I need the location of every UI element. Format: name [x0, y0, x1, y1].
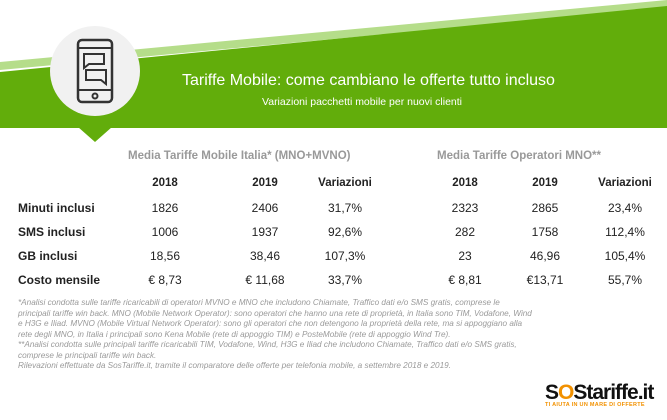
table-row: Minuti inclusi 1826 2406 31,7% 2323 2865 23,4% — [0, 201, 667, 223]
header-background — [0, 6, 667, 128]
table-cell: 18,56 — [149, 249, 181, 263]
group-header-mno: Media Tariffe Operatori MNO** — [437, 150, 602, 162]
table-cell: 105,4% — [604, 249, 646, 263]
table-cell: 2865 — [531, 201, 559, 215]
table-cell: 92,6% — [327, 225, 363, 239]
table-cell: 107,3% — [324, 249, 366, 263]
header-stripe — [0, 0, 667, 70]
column-header: 2018 — [452, 177, 478, 189]
footnote: Rilevazioni effettuate da SosTariffe.it,… — [18, 361, 451, 370]
column-header: Variazioni — [318, 177, 372, 189]
header-band — [0, 0, 667, 142]
page-subtitle: Variazioni pacchetti mobile per nuovi cl… — [262, 96, 462, 108]
column-header: 2019 — [532, 177, 558, 189]
table-cell: 1758 — [531, 225, 559, 239]
group-header-italia: Media Tariffe Mobile Italia* (MNO+MVNO) — [128, 150, 351, 162]
row-label: Costo mensile — [18, 273, 101, 287]
table-cell: € 8,73 — [148, 273, 182, 287]
table-cell: 33,7% — [327, 273, 363, 287]
header-pointer — [78, 127, 112, 142]
page-title: Tariffe Mobile: come cambiano le offerte… — [182, 72, 555, 89]
table-cell: €13,71 — [526, 273, 564, 287]
table-cell: 23,4% — [607, 201, 643, 215]
row-label: Minuti inclusi — [18, 201, 95, 215]
table-cell: 112,4% — [605, 225, 645, 239]
table-row: SMS inclusi 1006 1937 92,6% 282 1758 112,4% — [0, 225, 667, 247]
column-header: 2019 — [252, 177, 278, 189]
table-cell: 23 — [458, 249, 472, 263]
footnotes: *Analisi condotta sulle tariffe ricarica… — [18, 298, 533, 372]
table-cell: 282 — [454, 225, 476, 239]
footnote: *Analisi condotta sulle tariffe ricarica… — [18, 298, 532, 339]
table-cell: 31,7% — [327, 201, 363, 215]
table-cell: 38,46 — [249, 249, 281, 263]
table-cell: 2406 — [251, 201, 279, 215]
row-label: GB inclusi — [18, 249, 78, 263]
sostariffe-logo: SOStariffe.it TI AIUTA IN UN MARE DI OFF… — [545, 381, 654, 408]
table-cell: 46,96 — [529, 249, 561, 263]
table-cell: € 8,81 — [448, 273, 482, 287]
smartphone-chat-icon — [76, 38, 114, 104]
row-label: SMS inclusi — [18, 225, 86, 239]
table-cell: 1826 — [151, 201, 179, 215]
table-cell: 1006 — [151, 225, 179, 239]
table-row: Costo mensile € 8,73 € 11,68 33,7% € 8,81 €13… — [0, 273, 667, 295]
icon-circle — [50, 26, 140, 116]
table-cell: 1937 — [251, 225, 279, 239]
column-header: 2018 — [152, 177, 178, 189]
table-cell: € 11,68 — [245, 273, 285, 287]
footnote: **Analisi condotta sulle principali tari… — [18, 340, 517, 360]
table-cell: 2323 — [451, 201, 479, 215]
column-header: Variazioni — [598, 177, 652, 189]
table-cell: 55,7% — [607, 273, 643, 287]
table-row: GB inclusi 18,56 38,46 107,3% 23 46,96 105,4% — [0, 249, 667, 271]
